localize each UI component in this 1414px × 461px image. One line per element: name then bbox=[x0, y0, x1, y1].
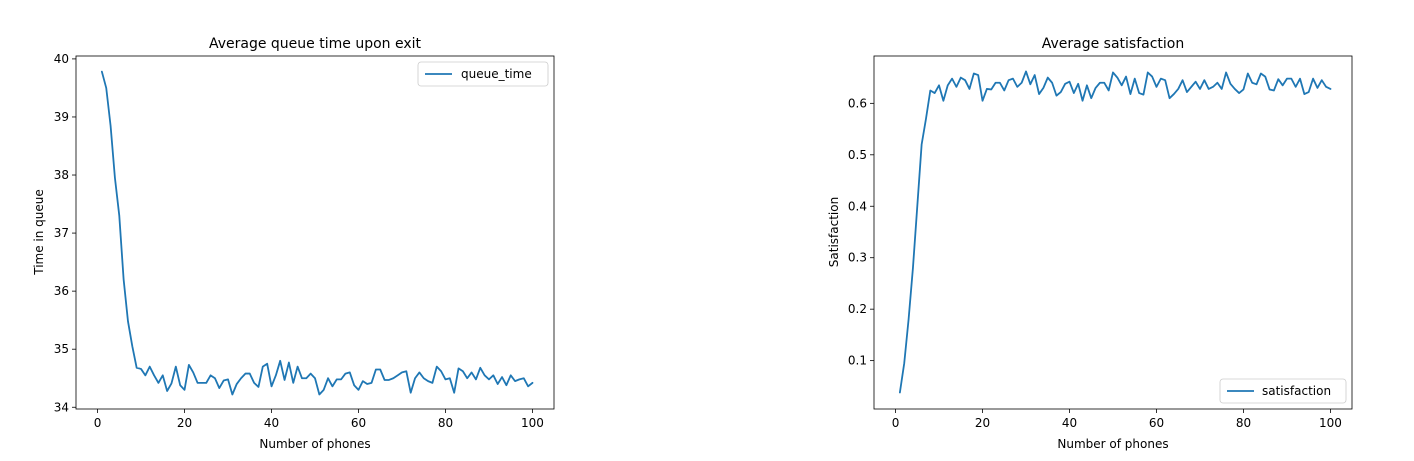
satisfaction-x-ticks: 0 20 40 60 80 100 bbox=[892, 409, 1342, 430]
satisfaction-series-line-0 bbox=[898, 70, 1332, 394]
satisfaction-x-tick-label: 80 bbox=[1236, 416, 1251, 430]
satisfaction-legend-label: satisfaction bbox=[1262, 384, 1331, 398]
queue-y-tick-label: 34 bbox=[54, 400, 69, 414]
queue-y-tick-label: 40 bbox=[54, 52, 69, 66]
satisfaction-chart: Average satisfaction 0 20 40 60 80 100 0.1 0.2… bbox=[827, 36, 1353, 451]
satisfaction-x-tick-label: 40 bbox=[1062, 416, 1077, 430]
satisfaction-y-tick-label: 0.3 bbox=[848, 251, 867, 265]
queue-x-tick-label: 40 bbox=[264, 416, 279, 430]
queue-x-axis-label: Number of phones bbox=[259, 437, 370, 451]
satisfaction-y-tick-label: 0.2 bbox=[848, 302, 867, 316]
satisfaction-y-tick-label: 0.1 bbox=[848, 354, 867, 368]
queue-y-tick-label: 39 bbox=[54, 110, 69, 124]
satisfaction-y-tick-label: 0.5 bbox=[848, 148, 867, 162]
queue-y-tick-label: 37 bbox=[54, 226, 69, 240]
queue-y-ticks: 34 35 36 37 38 39 40 bbox=[54, 52, 76, 414]
satisfaction-y-ticks: 0.1 0.2 0.3 0.4 0.5 0.6 bbox=[848, 96, 874, 368]
queue-plot-area bbox=[100, 70, 534, 396]
satisfaction-y-tick-label: 0.4 bbox=[848, 199, 867, 213]
satisfaction-x-tick-label: 60 bbox=[1149, 416, 1164, 430]
queue-axes-frame bbox=[75, 55, 555, 410]
queue-chart-title: Average queue time upon exit bbox=[209, 36, 422, 52]
satisfaction-y-axis-label: Satisfaction bbox=[827, 197, 841, 267]
queue-x-tick-label: 0 bbox=[94, 416, 102, 430]
queue-y-tick-label: 35 bbox=[54, 342, 69, 356]
satisfaction-x-tick-label: 20 bbox=[975, 416, 990, 430]
queue-x-tick-label: 100 bbox=[521, 416, 544, 430]
satisfaction-x-tick-label: 0 bbox=[892, 416, 900, 430]
queue-series-line-0 bbox=[100, 70, 534, 396]
satisfaction-x-tick-label: 100 bbox=[1319, 416, 1342, 430]
satisfaction-x-axis-label: Number of phones bbox=[1057, 437, 1168, 451]
satisfaction-axes-frame bbox=[873, 55, 1353, 410]
queue-legend-label: queue_time bbox=[461, 67, 532, 81]
satisfaction-plot-area bbox=[898, 70, 1332, 394]
queue-time-chart: Average queue time upon exit 0 20 40 60 80 10… bbox=[32, 36, 555, 451]
queue-y-tick-label: 36 bbox=[54, 284, 69, 298]
satisfaction-legend: satisfaction bbox=[1219, 378, 1347, 404]
queue-x-tick-label: 80 bbox=[438, 416, 453, 430]
queue-x-tick-label: 20 bbox=[177, 416, 192, 430]
queue-x-tick-label: 60 bbox=[351, 416, 366, 430]
queue-x-ticks: 0 20 40 60 80 100 bbox=[94, 409, 544, 430]
satisfaction-y-tick-label: 0.6 bbox=[848, 96, 867, 110]
queue-y-axis-label: Time in queue bbox=[32, 189, 46, 276]
queue-legend-box bbox=[417, 61, 549, 87]
queue-legend: queue_time bbox=[417, 61, 549, 87]
satisfaction-chart-title: Average satisfaction bbox=[1042, 36, 1185, 52]
queue-y-tick-label: 38 bbox=[54, 168, 69, 182]
satisfaction-legend-box bbox=[1219, 378, 1347, 404]
